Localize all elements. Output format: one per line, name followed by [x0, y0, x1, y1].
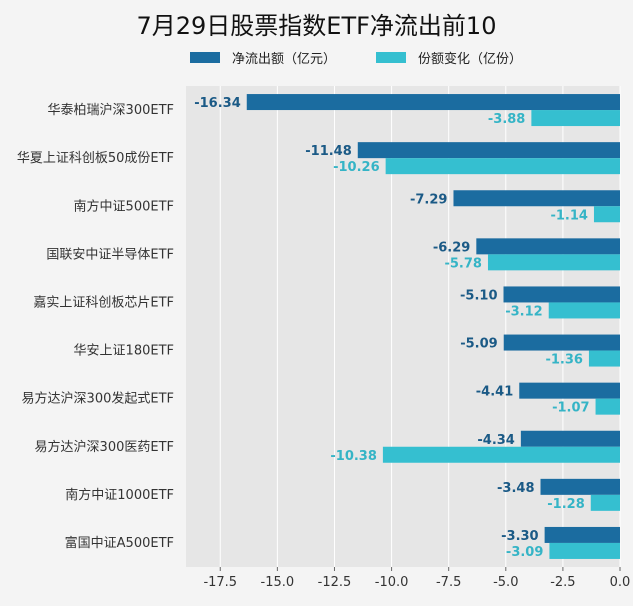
- category-label-2: 南方中证500ETF: [74, 198, 174, 214]
- data-label-share-change-9: -3.09: [506, 545, 543, 560]
- data-label-net-outflow-7: -4.34: [477, 433, 514, 448]
- bar-net-outflow-1: [357, 142, 620, 159]
- data-label-net-outflow-2: -7.29: [410, 192, 447, 207]
- x-tick-label-7: 0.0: [610, 575, 631, 590]
- legend-label-share-change: 份额变化（亿份）: [418, 52, 523, 67]
- data-label-share-change-1: -10.26: [333, 160, 380, 175]
- category-label-8: 南方中证1000ETF: [65, 487, 174, 503]
- bar-net-outflow-7: [520, 430, 620, 447]
- data-label-share-change-2: -1.14: [550, 208, 587, 223]
- data-label-net-outflow-9: -3.30: [501, 529, 538, 544]
- x-tick-label-1: -15.0: [261, 575, 295, 590]
- data-label-net-outflow-6: -4.41: [476, 385, 513, 400]
- bar-share-change-4: [548, 302, 620, 319]
- data-label-net-outflow-0: -16.34: [194, 96, 241, 111]
- bar-share-change-5: [588, 350, 620, 367]
- data-label-share-change-5: -1.36: [545, 353, 582, 368]
- legend-swatch-share-change: [376, 52, 407, 63]
- legend-item-share-change: 份额变化（亿份）: [376, 48, 522, 67]
- bar-share-change-3: [487, 254, 620, 271]
- bar-net-outflow-3: [476, 238, 620, 255]
- x-tick-label-4: -7.5: [436, 575, 461, 590]
- x-tick-label-6: -2.5: [550, 575, 575, 590]
- bar-net-outflow-4: [503, 286, 620, 303]
- data-label-share-change-3: -5.78: [444, 256, 481, 271]
- data-label-share-change-0: -3.88: [488, 112, 525, 127]
- legend-item-net-outflow: 净流出额（亿元）: [190, 48, 336, 67]
- bar-share-change-8: [590, 494, 620, 511]
- bar-share-change-9: [549, 542, 620, 559]
- chart-title: 7月29日股票指数ETF净流出前10: [136, 12, 497, 40]
- data-label-net-outflow-4: -5.10: [460, 288, 497, 303]
- bar-share-change-7: [382, 446, 620, 463]
- x-tick-label-0: -17.5: [203, 575, 237, 590]
- category-label-6: 易方达沪深300发起式ETF: [22, 391, 174, 407]
- category-label-7: 易方达沪深300医药ETF: [35, 439, 174, 455]
- category-label-3: 国联安中证半导体ETF: [46, 247, 174, 262]
- bar-net-outflow-8: [540, 478, 620, 495]
- data-label-net-outflow-1: -11.48: [305, 144, 352, 159]
- bar-net-outflow-6: [519, 382, 620, 399]
- bar-net-outflow-0: [246, 94, 620, 111]
- data-label-share-change-8: -1.28: [547, 497, 584, 512]
- x-tick-label-2: -12.5: [318, 575, 352, 590]
- data-label-net-outflow-8: -3.48: [497, 481, 534, 496]
- data-label-share-change-4: -3.12: [505, 304, 542, 319]
- category-label-0: 华泰柏瑞沪深300ETF: [48, 102, 174, 118]
- data-label-net-outflow-5: -5.09: [460, 337, 497, 352]
- legend-label-net-outflow: 净流出额（亿元）: [232, 52, 337, 67]
- bar-share-change-6: [595, 398, 620, 415]
- data-label-net-outflow-3: -6.29: [433, 240, 470, 255]
- category-label-9: 富国中证A500ETF: [65, 535, 174, 551]
- bar-net-outflow-2: [453, 190, 620, 207]
- data-label-share-change-6: -1.07: [552, 401, 589, 416]
- bar-share-change-0: [531, 110, 620, 127]
- bar-net-outflow-5: [503, 334, 620, 351]
- category-label-5: 华安上证180ETF: [74, 344, 174, 359]
- category-label-1: 华夏上证科创板50成份ETF: [17, 151, 174, 166]
- data-label-share-change-7: -10.38: [330, 449, 377, 464]
- legend: 净流出额（亿元） 份额变化（亿份）: [190, 48, 562, 67]
- bar-share-change-2: [593, 206, 620, 223]
- legend-swatch-net-outflow: [190, 52, 220, 63]
- bar-net-outflow-9: [544, 526, 620, 543]
- x-tick-label-3: -10.0: [375, 575, 409, 590]
- bar-share-change-1: [385, 158, 620, 175]
- x-tick-label-5: -5.0: [493, 575, 518, 590]
- category-label-4: 嘉实上证科创板芯片ETF: [33, 295, 174, 310]
